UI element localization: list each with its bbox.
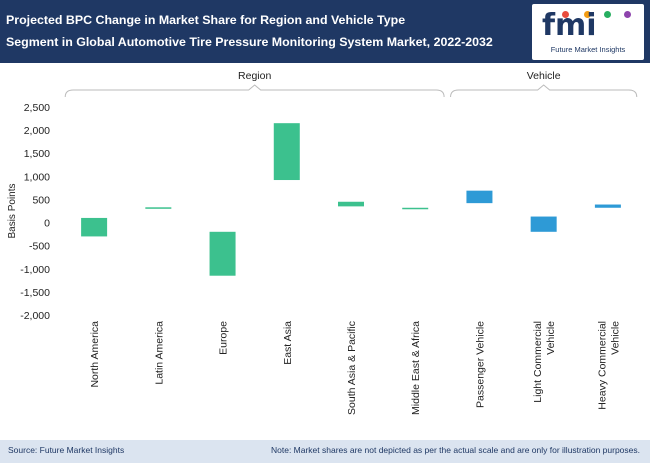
y-tick-label: 1,000	[24, 171, 50, 183]
category-label: Vehicle	[545, 321, 557, 355]
bar	[145, 207, 172, 209]
group-bracket	[64, 84, 445, 98]
bar	[273, 123, 300, 181]
bar	[466, 190, 493, 204]
bar	[209, 231, 236, 276]
y-axis-title: Basis Points	[7, 183, 18, 238]
y-tick-label: 0	[44, 218, 50, 230]
chart-title-line1: Projected BPC Change in Market Share for…	[6, 13, 406, 27]
category-label: South Asia & Pacific	[346, 321, 358, 415]
y-tick-label: 2,500	[24, 102, 50, 114]
category-label: Light Commercial	[532, 321, 544, 403]
category-label: Europe	[218, 321, 230, 355]
bar	[338, 201, 364, 207]
bar	[81, 217, 108, 237]
bar	[530, 216, 557, 232]
header-banner: Projected BPC Change in Market Share for…	[0, 0, 650, 63]
waterfall-chart: Basis Points 2,500 2,000 1,500 1,000 500 0 -500…	[7, 70, 638, 415]
y-tick-label: -1,500	[20, 287, 50, 299]
category-label: Middle East & Africa	[410, 321, 422, 415]
logo-dot	[562, 11, 569, 18]
logo-dot	[584, 11, 591, 18]
footer-bar: Source: Future Market Insights Note: Mar…	[0, 440, 650, 463]
y-tick-label: 2,000	[24, 125, 50, 137]
group-label: Region	[238, 70, 271, 82]
logo-dot	[604, 11, 611, 18]
category-label: Vehicle	[609, 321, 621, 355]
group-label: Vehicle	[527, 70, 561, 82]
category-label: East Asia	[282, 321, 294, 365]
group-bracket	[450, 84, 638, 98]
category-label: Latin America	[153, 321, 165, 385]
y-tick-label: 500	[32, 194, 50, 206]
y-tick-label: -2,000	[20, 310, 50, 322]
y-tick-label: -500	[29, 241, 50, 253]
category-label: Heavy Commercial	[596, 321, 608, 410]
logo-wordmark: fmi	[542, 8, 597, 43]
category-label: North America	[89, 321, 101, 388]
y-tick-label: -1,000	[20, 264, 50, 276]
bar	[402, 207, 429, 210]
logo-dot	[624, 11, 631, 18]
chart-title-line2: Segment in Global Automotive Tire Pressu…	[6, 35, 493, 49]
y-tick-label: 1,500	[24, 148, 50, 160]
fmi-logo: fmi Future Market Insights	[532, 4, 644, 60]
logo-tagline: Future Market Insights	[550, 45, 626, 54]
note-text: Note: Market shares are not depicted as …	[270, 445, 640, 455]
category-label: Passenger Vehicle	[474, 321, 486, 408]
source-text: Source: Future Market Insights	[8, 445, 125, 455]
bar	[594, 204, 621, 208]
